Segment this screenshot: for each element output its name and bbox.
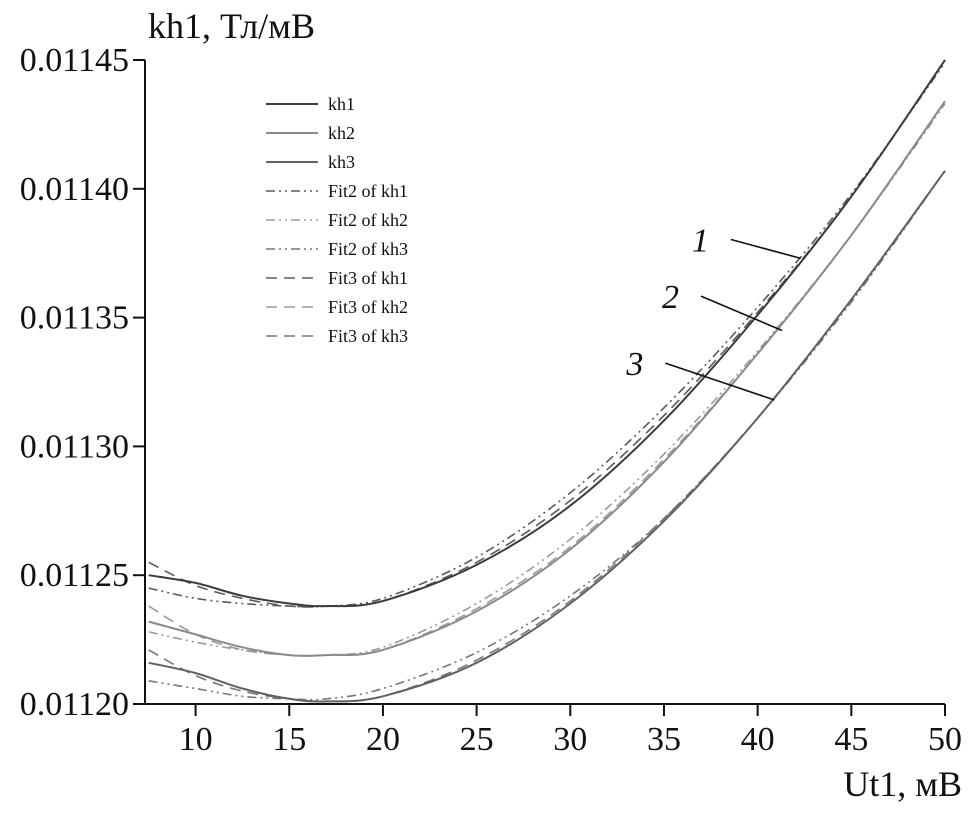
curve-number-label: 2: [662, 279, 679, 316]
annotation-leader-line: [700, 295, 783, 332]
series-line-kh3: [148, 170, 946, 703]
legend-label: Fit3 of kh2: [328, 297, 408, 317]
x-tick-label: 10: [179, 721, 213, 758]
annotation-leader-line: [730, 238, 801, 260]
legend-label: kh2: [328, 123, 355, 143]
x-tick-label: 25: [460, 721, 494, 758]
axis-ticks: 10 15 20 25 30 35 40 45 50 0.01120 0.01125 0.01130 0…: [20, 42, 962, 758]
y-tick-label: 0.01135: [20, 300, 129, 337]
y-tick-label: 0.01140: [20, 171, 129, 208]
legend-label: kh1: [328, 94, 355, 114]
plot-axes: [144, 60, 945, 705]
x-tick-label: 20: [366, 721, 400, 758]
series-line-fit2-of-kh3: [148, 170, 946, 701]
legend-label: Fit2 of kh2: [328, 210, 408, 230]
legend-label: Fit3 of kh1: [328, 268, 408, 288]
legend-label: Fit2 of kh3: [328, 239, 408, 259]
y-tick-label: 0.01125: [20, 557, 129, 594]
curve-number-label: 3: [625, 346, 643, 383]
x-tick-label: 30: [553, 721, 587, 758]
y-tick-label: 0.01130: [20, 428, 129, 465]
series-line-fit2-of-kh1: [148, 62, 946, 608]
x-tick-label: 35: [647, 721, 681, 758]
x-axis-title: Ut1, мВ: [843, 764, 962, 804]
plot-curves: [148, 59, 946, 703]
legend-label: kh3: [328, 152, 355, 172]
y-tick-label: 0.01120: [20, 686, 129, 723]
x-tick-label: 15: [272, 721, 306, 758]
y-tick-label: 0.01145: [20, 42, 129, 79]
series-line-fit3-of-kh3: [148, 170, 946, 703]
x-tick-label: 40: [741, 721, 775, 758]
annotation-leader-line: [665, 362, 775, 401]
legend: kh1 kh2 kh3 Fit2 of kh1 Fit2 of kh2 Fit2 of k…: [266, 94, 408, 346]
legend-label: Fit3 of kh3: [328, 326, 408, 346]
x-tick-label: 45: [834, 721, 868, 758]
x-tick-label: 50: [928, 721, 962, 758]
series-line-fit2-of-kh2: [148, 103, 946, 657]
series-line-kh2: [148, 100, 946, 657]
legend-label: Fit2 of kh1: [328, 181, 408, 201]
series-line-kh1: [148, 59, 946, 608]
series-line-fit3-of-kh2: [148, 100, 946, 657]
curve-annotations: 123: [625, 222, 801, 401]
curve-number-label: 1: [692, 222, 709, 259]
y-axis-title: kh1, Тл/мВ: [148, 6, 315, 46]
